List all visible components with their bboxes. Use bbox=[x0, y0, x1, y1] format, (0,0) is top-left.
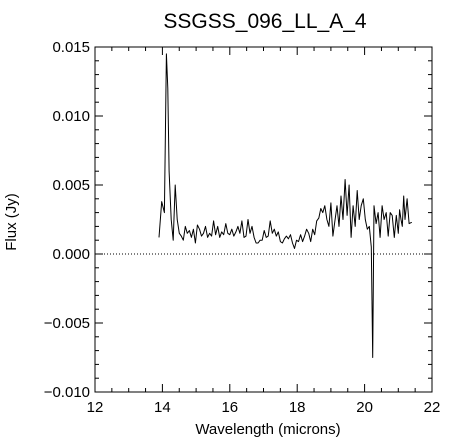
x-tick-label: 20 bbox=[356, 399, 373, 416]
x-tick-label: 18 bbox=[289, 399, 306, 416]
y-tick-label: 0.010 bbox=[52, 108, 90, 125]
x-axis-title: Wavelength (microns) bbox=[195, 421, 340, 438]
ticks-layer: 12 14 16 18 20 22 −0.010 −0.005 0.000 0.005 0.010 0… bbox=[44, 39, 441, 416]
x-tick-label: 16 bbox=[221, 399, 238, 416]
y-tick-label: 0.015 bbox=[52, 39, 90, 56]
series-layer bbox=[158, 53, 413, 358]
y-tick-label: −0.005 bbox=[44, 315, 90, 332]
y-tick-label: 0.000 bbox=[52, 246, 90, 263]
y-tick-label: 0.005 bbox=[52, 177, 90, 194]
y-axis-title: Flux (Jy) bbox=[3, 193, 20, 251]
x-tick-label: 22 bbox=[424, 399, 441, 416]
chart-title: SSGSS_096_LL_A_4 bbox=[163, 10, 366, 33]
x-tick-label: 14 bbox=[154, 399, 171, 416]
y-tick-label: −0.010 bbox=[44, 384, 90, 401]
flux-series-line bbox=[158, 53, 413, 358]
x-tick-label: 12 bbox=[87, 399, 104, 416]
